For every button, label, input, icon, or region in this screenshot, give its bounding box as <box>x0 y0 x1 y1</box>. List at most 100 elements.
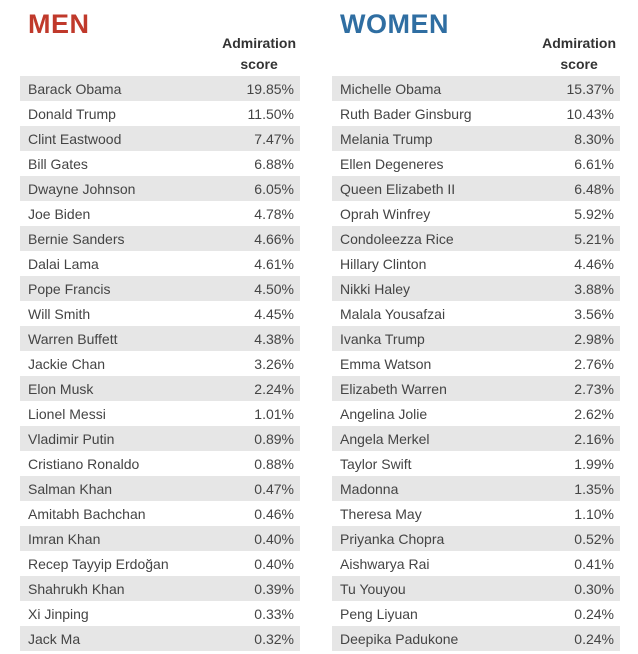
women-table-row: Madonna 1.35% <box>332 476 620 501</box>
women-table-row: Peng Liyuan 0.24% <box>332 601 620 626</box>
women-table-row: Hillary Clinton 4.46% <box>332 251 620 276</box>
men-person-name: Bill Gates <box>28 155 88 172</box>
men-person-name: Cristiano Ronaldo <box>28 455 140 472</box>
women-admiration-score: 0.30% <box>574 580 614 597</box>
women-admiration-score: 6.61% <box>574 155 614 172</box>
men-admiration-score: 4.61% <box>254 255 294 272</box>
men-admiration-score: 3.26% <box>254 355 294 372</box>
men-admiration-score: 0.32% <box>254 630 294 647</box>
women-table-row: Malala Yousafzai 3.56% <box>332 301 620 326</box>
men-table-row: Bernie Sanders 4.66% <box>20 226 300 251</box>
men-column-header-line2: score <box>240 56 278 72</box>
women-person-name: Aishwarya Rai <box>340 555 430 572</box>
men-admiration-score: 0.46% <box>254 505 294 522</box>
women-column-header-line1: Admiration <box>542 35 616 51</box>
women-person-name: Ivanka Trump <box>340 330 425 347</box>
women-person-name: Nikki Haley <box>340 280 411 297</box>
women-admiration-score: 8.30% <box>574 130 614 147</box>
men-person-name: Warren Buffett <box>28 330 118 347</box>
men-table-row: Shahrukh Khan 0.39% <box>20 576 300 601</box>
men-person-name: Recep Tayyip Erdoğan <box>28 555 169 572</box>
women-person-name: Condoleezza Rice <box>340 230 454 247</box>
men-person-name: Dwayne Johnson <box>28 180 136 197</box>
women-person-name: Madonna <box>340 480 399 497</box>
men-person-name: Joe Biden <box>28 205 91 222</box>
men-person-name: Will Smith <box>28 305 91 322</box>
men-admiration-score: 0.88% <box>254 455 294 472</box>
men-admiration-score: 0.89% <box>254 430 294 447</box>
men-person-name: Clint Eastwood <box>28 130 122 147</box>
men-admiration-score: 0.40% <box>254 530 294 547</box>
women-admiration-score: 5.21% <box>574 230 614 247</box>
women-person-name: Hillary Clinton <box>340 255 427 272</box>
men-table-row: Pope Francis 4.50% <box>20 276 300 301</box>
women-rows: Michelle Obama 15.37% Ruth Bader Ginsburg 1… <box>332 76 620 651</box>
men-table-row: Barack Obama 19.85% <box>20 76 300 101</box>
women-admiration-score: 4.46% <box>574 255 614 272</box>
women-person-name: Michelle Obama <box>340 80 442 97</box>
women-table-row: Angela Merkel 2.16% <box>332 426 620 451</box>
men-person-name: Dalai Lama <box>28 255 99 272</box>
men-rows: Barack Obama 19.85% Donald Trump 11.50% Clin… <box>20 76 300 651</box>
women-admiration-score: 2.73% <box>574 380 614 397</box>
women-admiration-score: 0.24% <box>574 630 614 647</box>
men-person-name: Barack Obama <box>28 80 122 97</box>
men-table-row: Will Smith 4.45% <box>20 301 300 326</box>
women-person-name: Ellen Degeneres <box>340 155 444 172</box>
men-table-row: Jackie Chan 3.26% <box>20 351 300 376</box>
men-admiration-score: 0.47% <box>254 480 294 497</box>
women-person-name: Ruth Bader Ginsburg <box>340 105 472 122</box>
women-admiration-score: 6.48% <box>574 180 614 197</box>
men-column-header: Admiration score <box>222 33 296 75</box>
women-table-row: Queen Elizabeth II 6.48% <box>332 176 620 201</box>
women-table-row: Michelle Obama 15.37% <box>332 76 620 101</box>
women-admiration-score: 2.62% <box>574 405 614 422</box>
women-person-name: Tu Youyou <box>340 580 406 597</box>
men-table-row: Xi Jinping 0.33% <box>20 601 300 626</box>
men-person-name: Bernie Sanders <box>28 230 125 247</box>
women-table-row: Taylor Swift 1.99% <box>332 451 620 476</box>
women-admiration-score: 10.43% <box>566 105 614 122</box>
men-title: MEN <box>28 9 90 39</box>
women-admiration-score: 3.88% <box>574 280 614 297</box>
men-table-row: Donald Trump 11.50% <box>20 101 300 126</box>
men-table-row: Jack Ma 0.32% <box>20 626 300 651</box>
women-person-name: Priyanka Chopra <box>340 530 445 547</box>
men-person-name: Elon Musk <box>28 380 94 397</box>
men-admiration-score: 4.78% <box>254 205 294 222</box>
women-table-row: Condoleezza Rice 5.21% <box>332 226 620 251</box>
women-column-header: Admiration score <box>542 33 616 75</box>
women-person-name: Taylor Swift <box>340 455 412 472</box>
women-person-name: Emma Watson <box>340 355 432 372</box>
women-table-row: Tu Youyou 0.30% <box>332 576 620 601</box>
men-person-name: Shahrukh Khan <box>28 580 125 597</box>
men-admiration-score: 19.85% <box>246 80 294 97</box>
women-table-row: Emma Watson 2.76% <box>332 351 620 376</box>
women-person-name: Deepika Padukone <box>340 630 459 647</box>
men-column-header-line1: Admiration <box>222 35 296 51</box>
men-admiration-score: 4.50% <box>254 280 294 297</box>
women-person-name: Angelina Jolie <box>340 405 428 422</box>
men-admiration-score: 6.05% <box>254 180 294 197</box>
men-table-row: Dalai Lama 4.61% <box>20 251 300 276</box>
men-admiration-score: 4.66% <box>254 230 294 247</box>
men-person-name: Donald Trump <box>28 105 116 122</box>
women-person-name: Melania Trump <box>340 130 433 147</box>
women-table-row: Deepika Padukone 0.24% <box>332 626 620 651</box>
men-admiration-score: 6.88% <box>254 155 294 172</box>
men-person-name: Lionel Messi <box>28 405 106 422</box>
men-table-row: Amitabh Bachchan 0.46% <box>20 501 300 526</box>
women-table-row: Oprah Winfrey 5.92% <box>332 201 620 226</box>
women-table-row: Nikki Haley 3.88% <box>332 276 620 301</box>
women-admiration-score: 2.76% <box>574 355 614 372</box>
women-admiration-score: 0.24% <box>574 605 614 622</box>
women-person-name: Oprah Winfrey <box>340 205 431 222</box>
women-table-row: Ellen Degeneres 6.61% <box>332 151 620 176</box>
women-title: WOMEN <box>340 9 449 39</box>
men-person-name: Jack Ma <box>28 630 81 647</box>
women-table-row: Melania Trump 8.30% <box>332 126 620 151</box>
women-table-row: Aishwarya Rai 0.41% <box>332 551 620 576</box>
men-table-row: Warren Buffett 4.38% <box>20 326 300 351</box>
women-person-name: Elizabeth Warren <box>340 380 447 397</box>
men-table-row: Clint Eastwood 7.47% <box>20 126 300 151</box>
